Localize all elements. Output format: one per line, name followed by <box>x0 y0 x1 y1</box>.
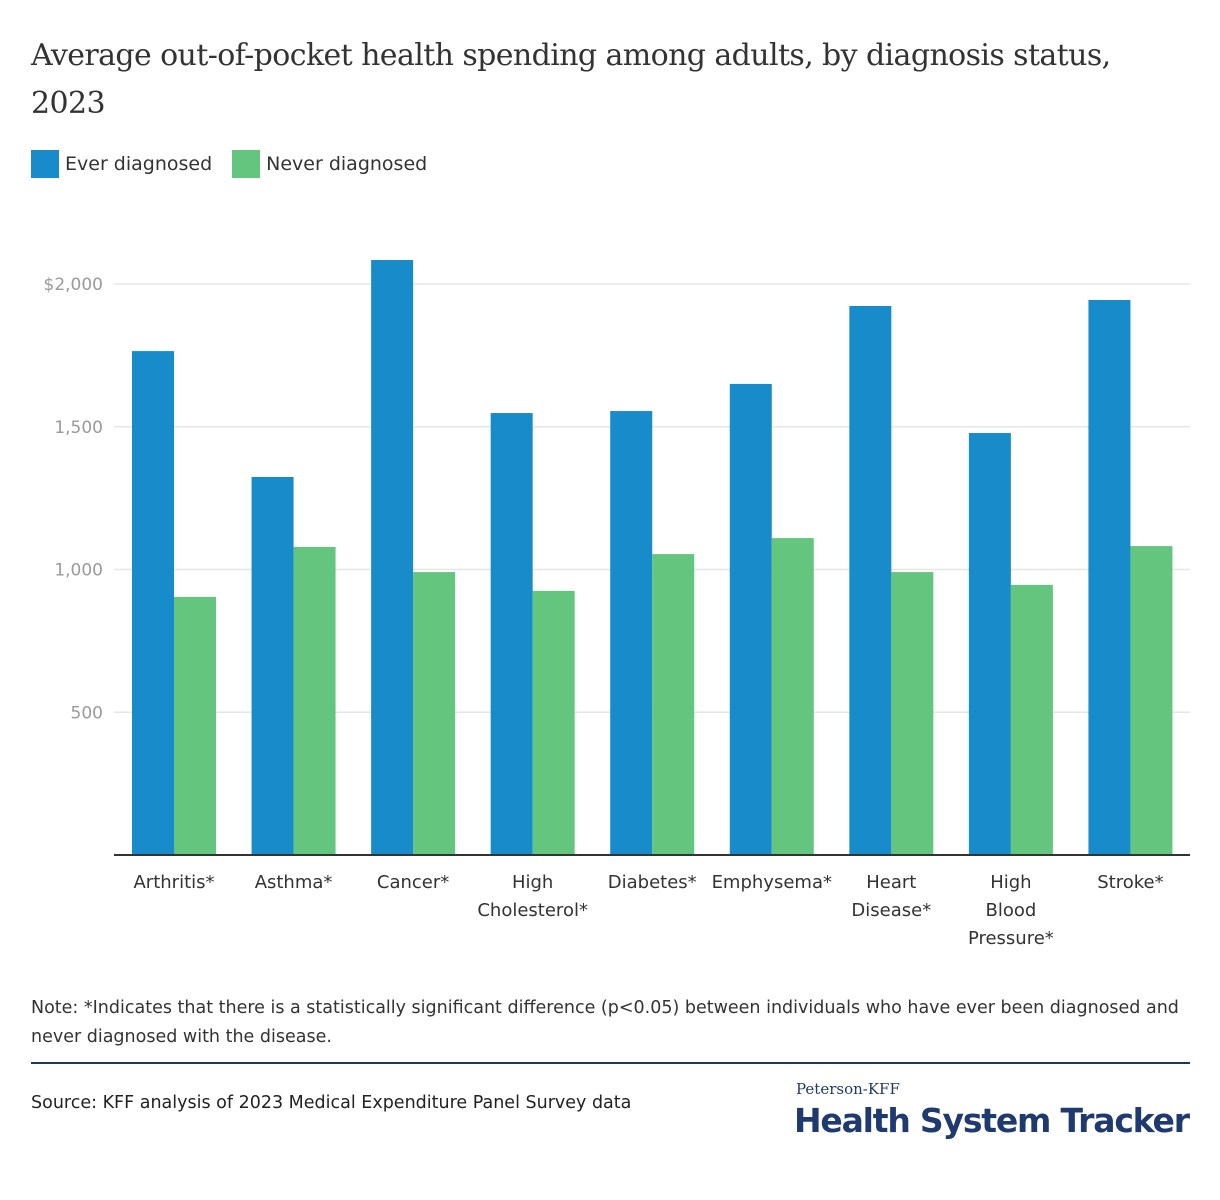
x-tick-label-line: Stroke* <box>1097 872 1163 893</box>
legend-item-ever-diagnosed[interactable]: Ever diagnosed <box>31 150 212 178</box>
x-tick-label: Arthritis* <box>133 872 214 893</box>
legend-label-never: Never diagnosed <box>266 153 428 175</box>
x-tick-label: High Cholesterol* <box>477 872 588 921</box>
bar-never[interactable] <box>532 590 575 855</box>
x-tick-label-line: Asthma* <box>255 872 333 893</box>
x-tick-label-line: Blood <box>985 900 1036 921</box>
legend-label-ever: Ever diagnosed <box>65 153 213 175</box>
bar-never[interactable] <box>1010 584 1053 855</box>
x-tick-label: Cancer* <box>377 872 449 893</box>
bar-never[interactable] <box>652 554 695 855</box>
bar-never[interactable] <box>1130 546 1173 855</box>
bar-ever[interactable] <box>729 383 772 855</box>
x-tick-label: Emphysema* <box>712 872 832 893</box>
x-tick-label-line: Emphysema* <box>712 872 832 893</box>
x-tick-label: High Blood Pressure* <box>968 872 1054 949</box>
x-tick-label-line: Cholesterol* <box>477 900 588 921</box>
x-tick-label-line: Heart <box>866 872 916 893</box>
legend-swatch-ever <box>31 150 59 178</box>
chart-title: Average out-of-pocket health spending am… <box>31 38 1111 121</box>
legend-item-never-diagnosed[interactable]: Never diagnosed <box>232 150 427 178</box>
x-tick-label-line: Disease* <box>851 900 931 921</box>
logo-peterson-kff: Peterson-KFF <box>796 1080 900 1098</box>
bar-ever[interactable] <box>371 260 414 855</box>
chart-note: Note: *Indicates that there is a statist… <box>31 998 1179 1047</box>
bar-ever[interactable] <box>610 411 653 855</box>
footer-divider <box>31 1062 1190 1064</box>
bar-ever[interactable] <box>132 351 174 855</box>
bar-ever[interactable] <box>251 476 294 855</box>
bar-ever[interactable] <box>490 413 533 855</box>
bar-never[interactable] <box>293 546 336 855</box>
logo-health-system-tracker: Health System Tracker <box>794 1101 1190 1140</box>
bar-ever[interactable] <box>849 305 892 855</box>
bar-never[interactable] <box>174 596 216 855</box>
y-tick-label: $2,000 <box>44 275 103 295</box>
x-tick-label: Diabetes* <box>608 872 697 893</box>
x-tick-label-line: Arthritis* <box>133 872 214 893</box>
x-tick-label-line: High <box>990 872 1031 893</box>
bar-never[interactable] <box>891 572 934 855</box>
bar-never[interactable] <box>413 572 456 855</box>
y-tick-label: 1,500 <box>54 418 103 438</box>
x-tick-label: Heart Disease* <box>851 872 931 921</box>
x-tick-label-line: Diabetes* <box>608 872 697 893</box>
x-tick-label-line: High <box>512 872 553 893</box>
bar-ever[interactable] <box>1088 299 1131 855</box>
y-tick-label: 500 <box>71 703 103 723</box>
x-tick-label-line: Pressure* <box>968 928 1054 949</box>
x-tick-label-line: Cancer* <box>377 872 449 893</box>
legend: Ever diagnosed Never diagnosed <box>31 150 447 178</box>
x-tick-label: Asthma* <box>255 872 333 893</box>
x-tick-label: Stroke* <box>1097 872 1163 893</box>
y-tick-label: 1,000 <box>54 561 103 581</box>
legend-swatch-never <box>232 150 261 178</box>
bar-never[interactable] <box>771 538 814 855</box>
chart-source: Source: KFF analysis of 2023 Medical Exp… <box>31 1093 632 1113</box>
bar-chart: 500 1,000 1,500 $2,000 Arthritis* Asthma* Canc… <box>44 260 1190 949</box>
bar-ever[interactable] <box>968 433 1011 855</box>
